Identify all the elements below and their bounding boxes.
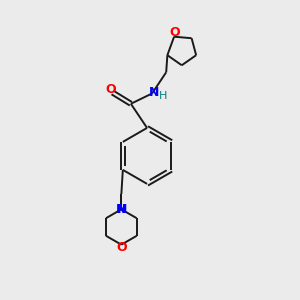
Text: O: O <box>105 82 116 95</box>
Text: O: O <box>169 26 180 39</box>
Text: N: N <box>148 86 159 99</box>
Text: N: N <box>116 203 127 216</box>
Text: O: O <box>116 241 127 254</box>
Text: N: N <box>116 203 127 216</box>
Text: H: H <box>158 91 167 101</box>
